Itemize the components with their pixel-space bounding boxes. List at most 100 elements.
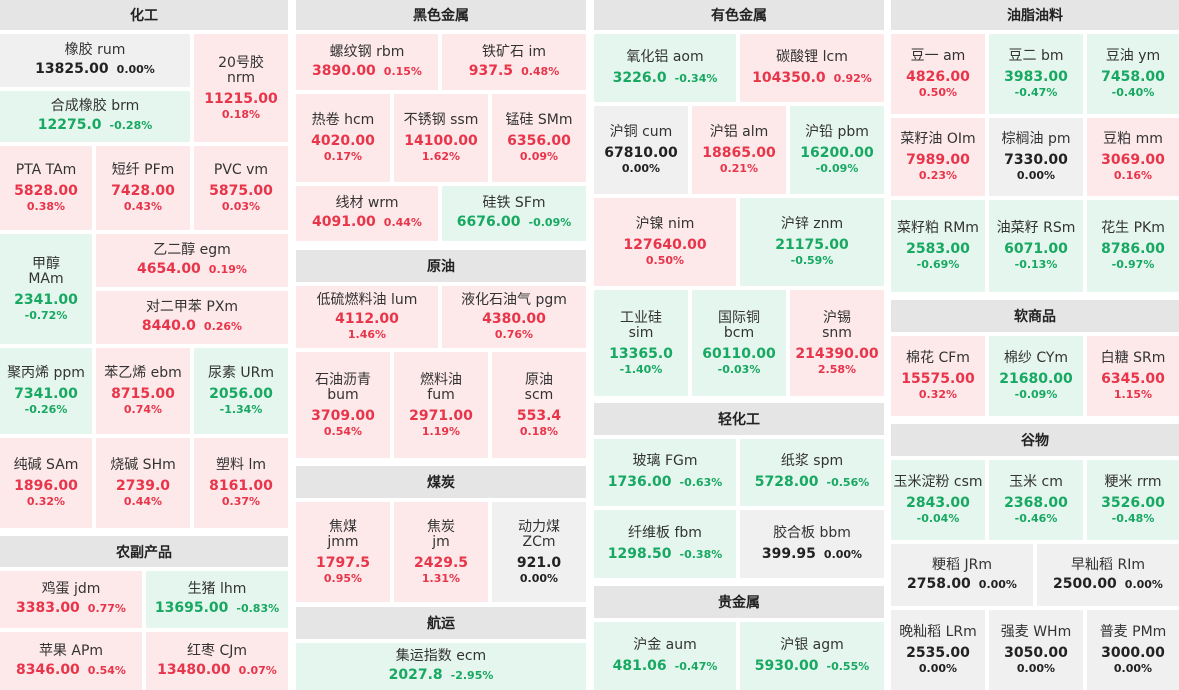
tile-name: 强麦 WHm	[1000, 624, 1072, 640]
section-header-precious: 贵金属	[594, 586, 884, 618]
tile-jmm[interactable]: 焦煤 jmm 1797.5 0.95%	[296, 502, 390, 602]
tile-RIm[interactable]: 早籼稻 RIm 2500.00 0.00%	[1037, 544, 1179, 606]
tile-change: 0.76%	[494, 328, 534, 341]
tile-URm[interactable]: 尿素 URm 2056.00 -1.34%	[194, 348, 288, 434]
tile-name: 沪铅 pbm	[805, 124, 869, 140]
tile-cm[interactable]: 玉米 cm 2368.00 -0.46%	[989, 460, 1083, 540]
tile-TAm[interactable]: PTA TAm 5828.00 0.38%	[0, 146, 92, 230]
tile-name: 纤维板 fbm	[628, 524, 702, 541]
tile-snm[interactable]: 沪锡 snm 214390.00 2.58%	[790, 290, 884, 396]
tile-nim[interactable]: 沪镍 nim 127640.00 0.50%	[594, 198, 736, 286]
tile-im[interactable]: 铁矿石 im 937.5 0.48%	[442, 34, 586, 90]
tile-change: 0.54%	[323, 424, 363, 438]
tile-brm[interactable]: 合成橡胶 brm 12275.0 -0.28%	[0, 91, 190, 142]
tile-change: 0.38%	[26, 200, 66, 213]
tile-pm[interactable]: 棕榈油 pm 7330.00 0.00%	[989, 118, 1083, 196]
tile-change: -0.34%	[674, 71, 718, 85]
tile-price: 2971.00	[409, 407, 473, 424]
tile-sim[interactable]: 工业硅 sim 13365.0 -1.40%	[594, 290, 688, 396]
tile-price: 3526.00	[1101, 495, 1165, 511]
tile-SMm[interactable]: 锰硅 SMm 6356.00 0.09%	[492, 94, 586, 182]
tile-lcm[interactable]: 碳酸锂 lcm 104350.0 0.92%	[740, 34, 884, 102]
tile-bum[interactable]: 石油沥青 bum 3709.00 0.54%	[296, 352, 390, 458]
tile-change: 2.58%	[817, 362, 857, 376]
tile-MAm[interactable]: 甲醇 MAm 2341.00 -0.72%	[0, 234, 92, 344]
tile-fum[interactable]: 燃料油 fum 2971.00 1.19%	[394, 352, 488, 458]
tile-PXm[interactable]: 对二甲苯 PXm 8440.0 0.26%	[96, 291, 288, 344]
tile-pbm[interactable]: 沪铅 pbm 16200.00 -0.09%	[790, 106, 884, 194]
tile-mm[interactable]: 豆粕 mm 3069.00 0.16%	[1087, 118, 1179, 196]
tile-bm[interactable]: 豆二 bm 3983.00 -0.47%	[989, 34, 1083, 114]
tile-fbm[interactable]: 纤维板 fbm 1298.50 -0.38%	[594, 510, 736, 578]
tile-ppm[interactable]: 聚丙烯 ppm 7341.00 -0.26%	[0, 348, 92, 434]
tile-name: 早籼稻 RIm	[1071, 556, 1145, 573]
tile-lum[interactable]: 低硫燃料油 lum 4112.00 1.46%	[296, 286, 438, 348]
tile-PKm[interactable]: 花生 PKm 8786.00 -0.97%	[1087, 200, 1179, 292]
tile-JRm[interactable]: 粳稻 JRm 2758.00 0.00%	[891, 544, 1033, 606]
tile-jdm[interactable]: 鸡蛋 jdm 3383.00 0.77%	[0, 571, 142, 628]
tile-CFm[interactable]: 棉花 CFm 15575.00 0.32%	[891, 336, 985, 416]
tile-price: 2583.00	[906, 241, 970, 257]
tile-FGm[interactable]: 玻璃 FGm 1736.00 -0.63%	[594, 439, 736, 506]
tile-LRm[interactable]: 晚籼稻 LRm 2535.00 0.00%	[891, 610, 985, 690]
tile-aom[interactable]: 氧化铝 aom 3226.0 -0.34%	[594, 34, 736, 102]
tile-aum[interactable]: 沪金 aum 481.06 -0.47%	[594, 622, 736, 690]
tile-price: 6345.00	[1101, 371, 1165, 387]
tile-name: 尿素 URm	[207, 365, 275, 381]
tile-ssm[interactable]: 不锈钢 ssm 14100.00 1.62%	[394, 94, 488, 182]
tile-lm[interactable]: 塑料 lm 8161.00 0.37%	[194, 438, 288, 528]
tile-WHm[interactable]: 强麦 WHm 3050.00 0.00%	[989, 610, 1083, 690]
section-header-nonferrous: 有色金属	[594, 0, 884, 30]
tile-spm[interactable]: 纸浆 spm 5728.00 -0.56%	[740, 439, 884, 506]
tile-pgm[interactable]: 液化石油气 pgm 4380.00 0.76%	[442, 286, 586, 348]
tile-change: -0.26%	[24, 403, 68, 416]
tile-egm[interactable]: 乙二醇 egm 4654.00 0.19%	[96, 234, 288, 287]
tile-wrm[interactable]: 线材 wrm 4091.00 0.44%	[296, 186, 438, 241]
tile-CYm[interactable]: 棉纱 CYm 21680.00 -0.09%	[989, 336, 1083, 416]
tile-OIm[interactable]: 菜籽油 OIm 7989.00 0.23%	[891, 118, 985, 196]
tile-bcm[interactable]: 国际铜 bcm 60110.00 -0.03%	[692, 290, 786, 396]
tile-nrm[interactable]: 20号胶 nrm 11215.00 0.18%	[194, 34, 288, 142]
tile-am[interactable]: 豆一 am 4826.00 0.50%	[891, 34, 985, 114]
tile-name: 苹果 APm	[38, 642, 104, 659]
tile-SRm[interactable]: 白糖 SRm 6345.00 1.15%	[1087, 336, 1179, 416]
tile-APm[interactable]: 苹果 APm 8346.00 0.54%	[0, 632, 142, 690]
tile-ebm[interactable]: 苯乙烯 ebm 8715.00 0.74%	[96, 348, 190, 434]
tile-agm[interactable]: 沪银 agm 5930.00 -0.55%	[740, 622, 884, 690]
tile-scm[interactable]: 原油 scm 553.4 0.18%	[492, 352, 586, 458]
tile-price: 3383.00	[16, 600, 80, 616]
tile-alm[interactable]: 沪铝 alm 18865.00 0.21%	[692, 106, 786, 194]
tile-RMm[interactable]: 菜籽粕 RMm 2583.00 -0.69%	[891, 200, 985, 292]
tile-name: 粳米 rrm	[1104, 474, 1162, 490]
tile-csm[interactable]: 玉米淀粉 csm 2843.00 -0.04%	[891, 460, 985, 540]
tile-rrm[interactable]: 粳米 rrm 3526.00 -0.48%	[1087, 460, 1179, 540]
tile-znm[interactable]: 沪锌 znm 21175.00 -0.59%	[740, 198, 884, 286]
tile-bbm[interactable]: 胶合板 bbm 399.95 0.00%	[740, 510, 884, 578]
tile-RSm[interactable]: 油菜籽 RSm 6071.00 -0.13%	[989, 200, 1083, 292]
tile-vm[interactable]: PVC vm 5875.00 0.03%	[194, 146, 288, 230]
tile-price: 399.95	[761, 545, 816, 562]
tile-PFm[interactable]: 短纤 PFm 7428.00 0.43%	[96, 146, 190, 230]
tile-name: 短纤 PFm	[111, 162, 175, 178]
tile-ZCm[interactable]: 动力煤 ZCm 921.0 0.00%	[492, 502, 586, 602]
tile-change: 0.77%	[87, 602, 126, 615]
tile-rbm[interactable]: 螺纹钢 rbm 3890.00 0.15%	[296, 34, 438, 90]
tile-SHm[interactable]: 烧碱 SHm 2739.0 0.44%	[96, 438, 190, 528]
tile-change: 0.74%	[123, 403, 163, 416]
tile-lhm[interactable]: 生猪 lhm 13695.00 -0.83%	[146, 571, 288, 628]
tile-PMm[interactable]: 普麦 PMm 3000.00 0.00%	[1087, 610, 1179, 690]
tile-SAm[interactable]: 纯碱 SAm 1896.00 0.32%	[0, 438, 92, 528]
tile-code: jm	[432, 533, 450, 550]
tile-change: -0.97%	[1111, 258, 1155, 271]
tile-cum[interactable]: 沪铜 cum 67810.00 0.00%	[594, 106, 688, 194]
tile-ym[interactable]: 豆油 ym 7458.00 -0.40%	[1087, 34, 1179, 114]
tile-name: 铁矿石 im	[482, 43, 546, 60]
tile-SFm[interactable]: 硅铁 SFm 6676.00 -0.09%	[442, 186, 586, 241]
tile-CJm[interactable]: 红枣 CJm 13480.00 0.07%	[146, 632, 288, 690]
tile-price: 15575.00	[901, 371, 975, 387]
tile-jm[interactable]: 焦炭 jm 2429.5 1.31%	[394, 502, 488, 602]
tile-hcm[interactable]: 热卷 hcm 4020.00 0.17%	[296, 94, 390, 182]
tile-change: 0.00%	[1016, 662, 1056, 675]
tile-rum[interactable]: 橡胶 rum 13825.00 0.00%	[0, 34, 190, 87]
tile-ecm[interactable]: 集运指数 ecm 2027.8 -2.95%	[296, 643, 586, 690]
